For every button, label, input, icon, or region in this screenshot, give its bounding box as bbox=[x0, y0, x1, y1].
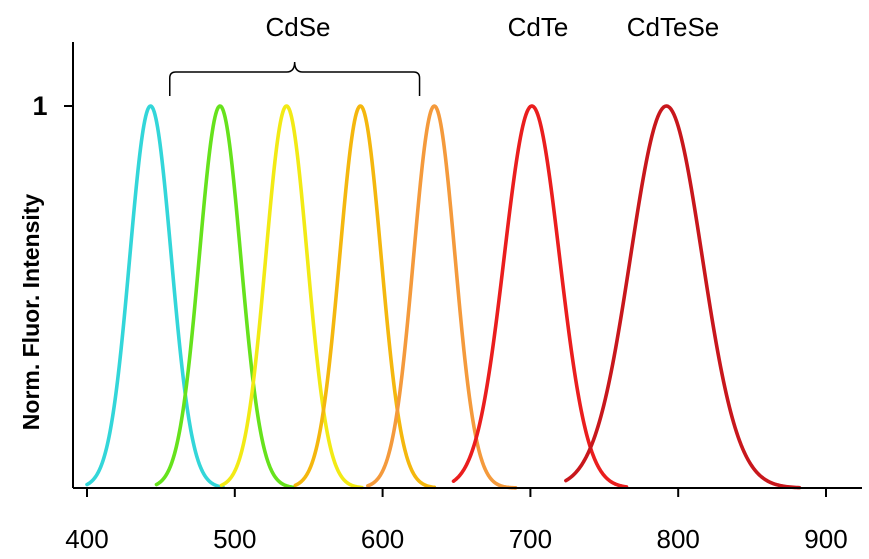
spectrum-line-cdse-535 bbox=[219, 104, 364, 490]
annotation-group: CdSe CdTe CdTeSe bbox=[265, 12, 719, 42]
annotation-cdte: CdTe bbox=[508, 12, 569, 42]
x-tick-label: 700 bbox=[509, 524, 552, 554]
spectrum-line-cdtese-792 bbox=[564, 104, 802, 490]
x-tick-label: 600 bbox=[361, 524, 404, 554]
spectrum-line-cdse-635 bbox=[366, 104, 518, 490]
spectrum-line-cdse-443 bbox=[85, 104, 225, 489]
spectra-series-group bbox=[85, 104, 802, 490]
cdse-bracket bbox=[169, 61, 421, 96]
annotation-cdtese: CdTeSe bbox=[627, 12, 720, 42]
spectrum-line-cdse-490 bbox=[154, 104, 296, 490]
x-tick-group: 400 500 600 700 800 900 bbox=[65, 488, 848, 554]
x-tick-label: 900 bbox=[804, 524, 847, 554]
spectrum-line-cdse-585 bbox=[293, 104, 437, 490]
x-tick-label: 400 bbox=[65, 524, 108, 554]
annotation-cdse: CdSe bbox=[265, 12, 330, 42]
x-tick-label: 800 bbox=[657, 524, 700, 554]
spectrum-line-cdte-701 bbox=[451, 104, 629, 489]
x-tick-label: 500 bbox=[213, 524, 256, 554]
y-tick-group: 1 bbox=[32, 91, 73, 121]
y-axis-label: Norm. Fluor. Intensity bbox=[18, 194, 44, 431]
y-tick-label: 1 bbox=[32, 91, 47, 121]
